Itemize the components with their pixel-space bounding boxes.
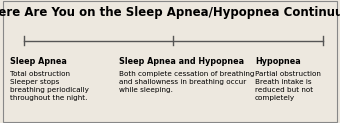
Text: Sleep Apnea and Hypopnea: Sleep Apnea and Hypopnea	[119, 57, 244, 66]
Text: Hypopnea: Hypopnea	[255, 57, 301, 66]
Text: Partial obstruction
Breath intake is
reduced but not
completely: Partial obstruction Breath intake is red…	[255, 71, 321, 101]
Text: Where Are You on the Sleep Apnea/Hypopnea Continuum?: Where Are You on the Sleep Apnea/Hypopne…	[0, 6, 340, 19]
Text: Both complete cessation of breathing
and shallowness in breathing occur
while sl: Both complete cessation of breathing and…	[119, 71, 255, 93]
Text: Total obstruction
Sleeper stops
breathing periodically
throughout the night.: Total obstruction Sleeper stops breathin…	[10, 71, 89, 101]
Text: Sleep Apnea: Sleep Apnea	[10, 57, 67, 66]
